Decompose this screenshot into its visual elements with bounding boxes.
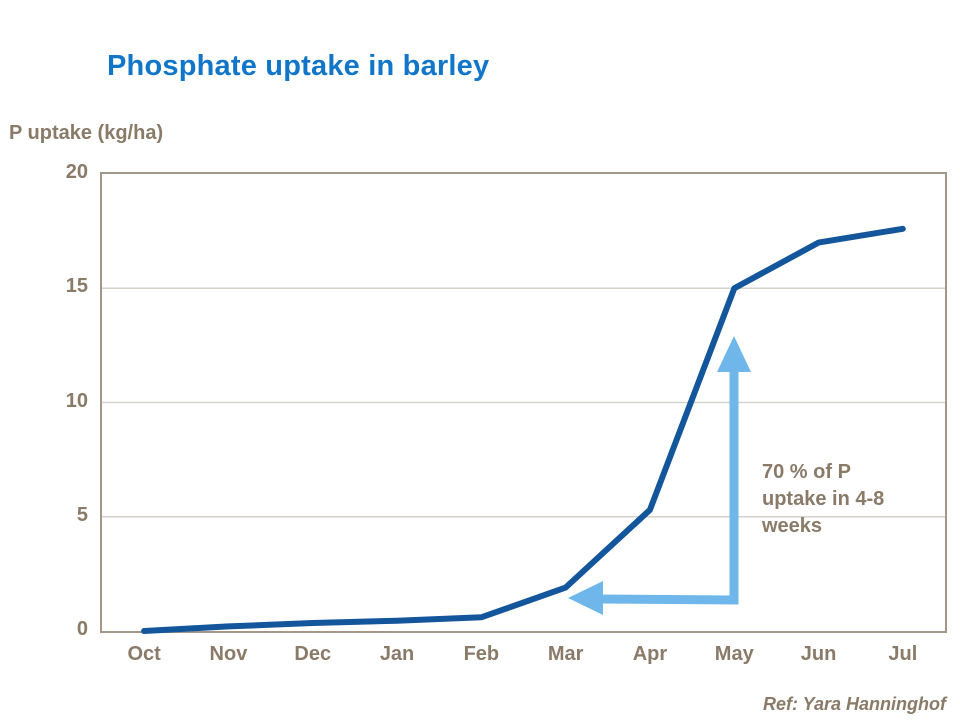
arrowhead-up-icon: [717, 336, 751, 372]
annotation-text: 70 % of P uptake in 4-8 weeks: [762, 461, 885, 537]
x-tick-label-jan: Jan: [379, 643, 415, 665]
chart-title: Phosphate uptake in barley: [107, 50, 490, 82]
x-tick-label-apr: Apr: [632, 643, 668, 665]
phosphate-uptake-line-chart: [102, 225, 945, 634]
y-tick-label-5: 5: [76, 503, 88, 526]
x-tick-label-nov: Nov: [209, 643, 248, 665]
x-tick-label-dec: Dec: [294, 643, 332, 665]
plot-area: [100, 172, 947, 634]
y-tick-label-15: 15: [65, 275, 88, 298]
y-tick-label-0: 0: [76, 618, 88, 640]
x-tick-label-jul: Jul: [888, 643, 918, 665]
y-tick-label-20: 20: [65, 161, 88, 183]
x-tick-label-oct: Oct: [127, 643, 161, 665]
arrowhead-left-icon: [568, 581, 603, 615]
y-axis-title: P uptake (kg/ha): [9, 122, 164, 144]
annotation-arrow: [597, 368, 739, 605]
x-tick-label-feb: Feb: [463, 643, 500, 665]
y-tick-label-10: 10: [65, 389, 88, 412]
x-tick-label-mar: Mar: [547, 643, 584, 665]
x-tick-label-jun: Jun: [800, 643, 837, 665]
p-uptake-series-line: [141, 225, 906, 634]
reference-text: Ref: Yara Hanninghof: [762, 694, 946, 714]
x-tick-label-may: May: [714, 643, 754, 665]
